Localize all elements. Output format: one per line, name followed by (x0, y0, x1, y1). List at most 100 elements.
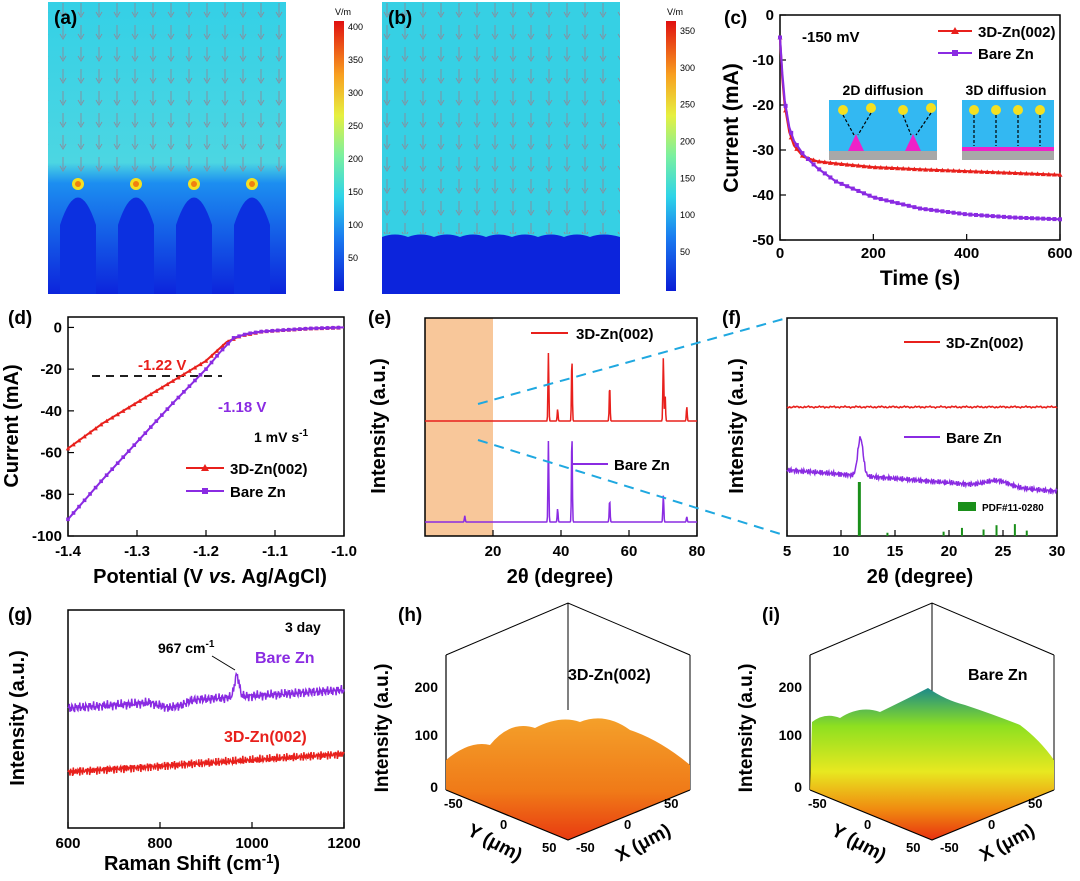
data-point (66, 517, 70, 522)
data-point (270, 328, 275, 333)
colorbar-tick: 200 (348, 154, 363, 164)
data-point (71, 442, 76, 447)
data-point (850, 186, 855, 191)
data-point (209, 360, 214, 365)
panel-f: (f) 5 10 15 20 25 30 3D-Zn(002) Bare Zn PDF#1… (722, 308, 1065, 588)
data-point (861, 163, 867, 169)
data-point (264, 329, 269, 333)
colorbar-tick: 250 (680, 100, 695, 110)
y-tick-label: 0 (766, 7, 774, 24)
colorbar-a-ticks: 400 350 300 250 200 150 100 50 (348, 22, 363, 263)
panel-c-legend-3dzn: 3D-Zn(002) (978, 24, 1056, 41)
data-point (137, 398, 142, 403)
x-tick-label: -1.2 (193, 543, 219, 560)
data-point (956, 168, 962, 173)
data-point (1035, 171, 1041, 176)
panel-c-inset-3d: 3D diffusion (962, 82, 1054, 160)
data-point (121, 455, 125, 459)
panel-h-ylabel: Y (μm) (464, 820, 526, 866)
data-point (923, 207, 928, 212)
xrd-pattern-barezn (786, 436, 1058, 495)
data-point (215, 353, 219, 358)
panel-c-axes (779, 14, 1061, 241)
data-point (834, 179, 838, 184)
panel-h-label: (h) (398, 605, 422, 626)
x-tick-label: -1.4 (55, 543, 82, 560)
panel-d-legend: 3D-Zn(002) Bare Zn (186, 461, 308, 501)
y-tick-label: -20 (752, 97, 774, 114)
data-point (934, 208, 939, 213)
data-point (143, 431, 148, 435)
data-point (974, 212, 978, 217)
data-point (878, 164, 884, 170)
data-point (198, 373, 203, 377)
surface-barezn (810, 688, 1054, 840)
colorbar-a-unit: V/m (335, 7, 351, 17)
data-point (946, 210, 950, 215)
panel-i-ylabel: Y (μm) (828, 820, 890, 866)
data-point (912, 205, 917, 210)
data-point (995, 169, 1001, 175)
data-point (901, 202, 906, 207)
data-point (115, 411, 120, 417)
panel-i-ztick-200: 200 (779, 679, 803, 695)
x-tick-label: 800 (147, 835, 172, 852)
panel-i-label: (i) (762, 605, 780, 626)
data-point (872, 164, 878, 170)
panel-h-xlabel: X (μm) (612, 820, 674, 866)
data-point (298, 327, 302, 331)
data-point (895, 165, 901, 171)
data-point (110, 467, 114, 471)
data-point (1058, 217, 1062, 222)
panel-g-label: (g) (8, 605, 32, 626)
data-point (928, 167, 934, 172)
data-point (193, 378, 197, 383)
inset-2d-label: 2D diffusion (843, 82, 924, 98)
x-tick-label: -1.1 (262, 543, 288, 560)
panel-d-ylabel: Current (mA) (1, 364, 23, 487)
data-point (962, 212, 967, 217)
data-point (985, 213, 990, 218)
data-point (82, 498, 87, 503)
panel-e-label: (e) (368, 308, 391, 329)
panel-h-ytick-2: 50 (542, 840, 556, 855)
data-point (1013, 215, 1018, 220)
panel-c-inset-2d: 2D diffusion (829, 82, 937, 160)
data-point (143, 395, 148, 400)
data-point (1007, 215, 1012, 220)
data-point (170, 378, 176, 383)
legend-marker-3dzn (951, 27, 959, 34)
data-point (303, 326, 308, 331)
panel-c-legend: 3D-Zn(002) Bare Zn (938, 24, 1056, 63)
colorbar-tick: 200 (680, 137, 695, 147)
panel-h-ytick-0: -50 (444, 796, 463, 811)
data-point (839, 181, 844, 186)
x-tick-label: 200 (861, 245, 886, 262)
y-tick-label: -60 (40, 445, 62, 462)
panel-d-xlabel: Potential (V vs. Ag/AgCl) (93, 566, 327, 588)
colorbar-tick: 350 (348, 55, 363, 65)
data-point (1023, 170, 1029, 176)
data-point (154, 419, 159, 423)
raman-barezn (67, 671, 345, 713)
data-point (204, 367, 208, 371)
x-tick-label: 1000 (235, 835, 268, 852)
data-point (973, 169, 979, 174)
data-point (1029, 171, 1035, 176)
data-point (1002, 214, 1006, 219)
x-tick-label: 20 (941, 543, 958, 560)
data-point (192, 365, 198, 370)
data-point (778, 35, 782, 40)
data-point (1018, 170, 1024, 176)
data-point (287, 327, 291, 332)
panel-g-peak: 967 cm-1 (158, 639, 215, 656)
data-point (816, 158, 822, 164)
data-point (115, 461, 120, 465)
x-tick-label: -1.0 (331, 543, 357, 560)
data-point (1040, 171, 1046, 177)
y-tick-label: 0 (54, 319, 62, 336)
data-point (1035, 216, 1040, 221)
data-point (314, 326, 319, 331)
y-tick-label: -100 (32, 528, 62, 545)
panel-h: (h) 3D-Zn(002) 200 100 0 Intensity (a.u.… (372, 602, 691, 866)
